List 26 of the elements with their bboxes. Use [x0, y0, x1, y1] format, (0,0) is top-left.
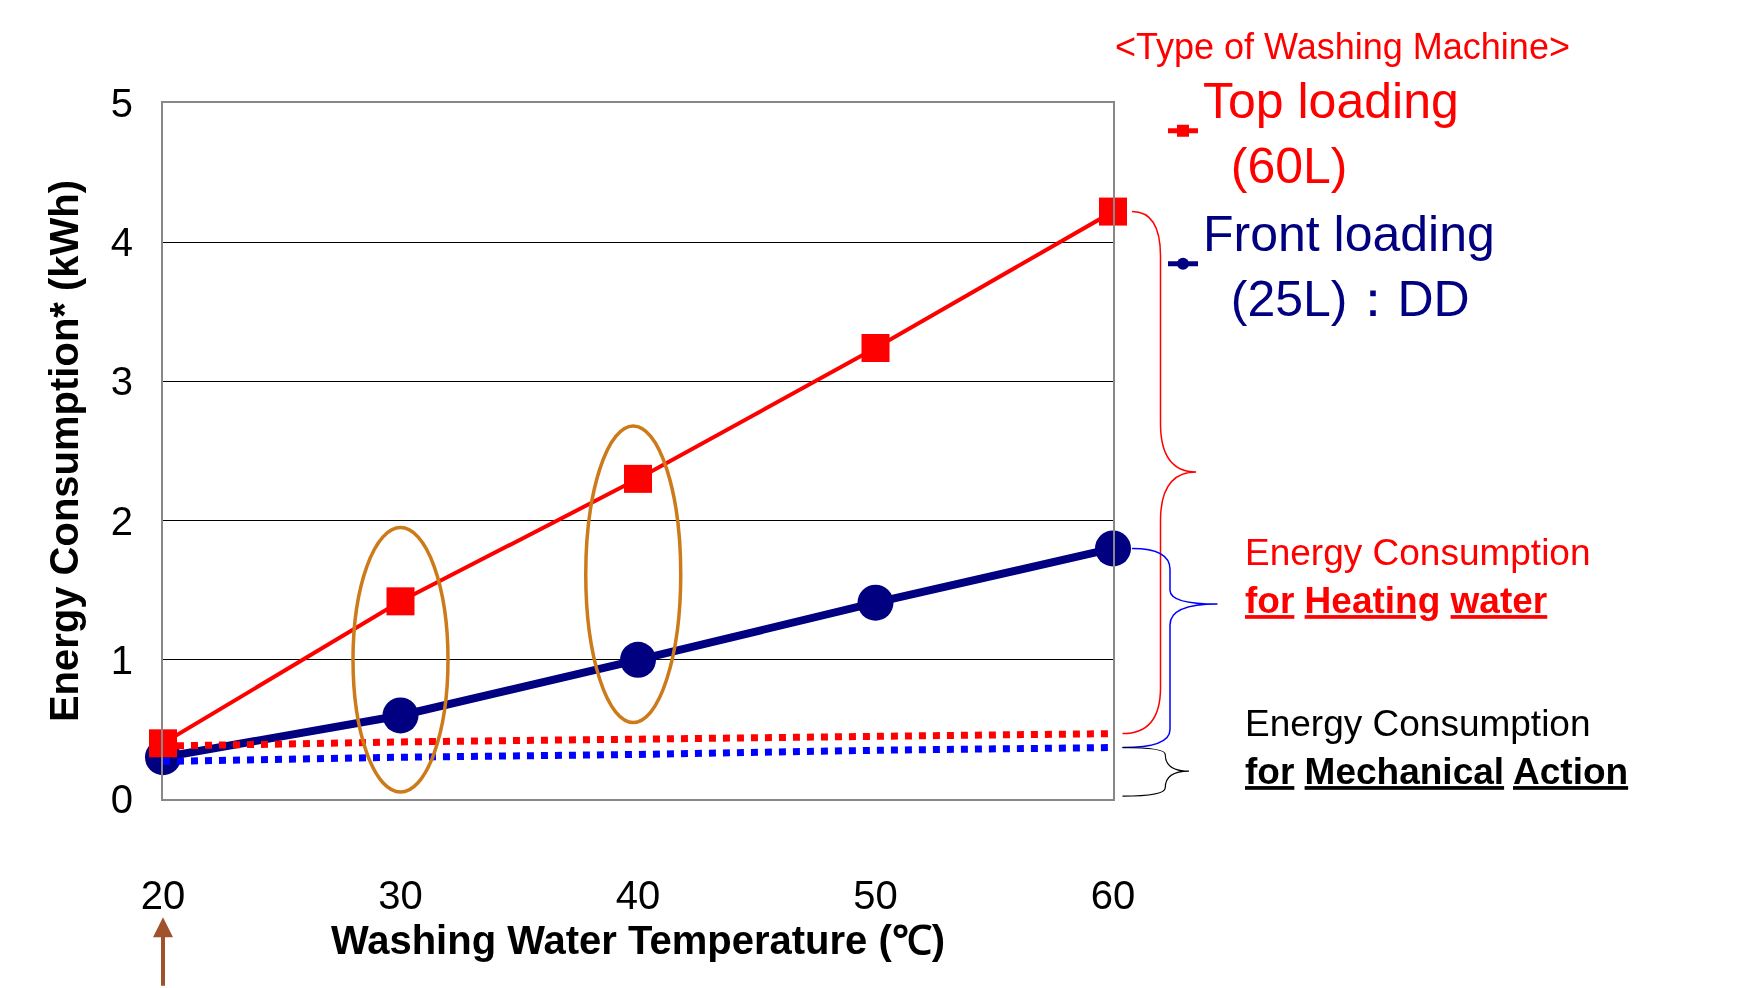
point — [857, 584, 894, 621]
x-tick-label: 50 — [853, 873, 898, 917]
point — [382, 697, 419, 734]
point — [861, 333, 890, 362]
x-tick-label: 40 — [615, 873, 661, 917]
point — [386, 587, 415, 616]
point — [1095, 530, 1131, 567]
legend-label: Top loading (60L) — [1203, 72, 1459, 194]
y-axis-title: Energy Consumption* (kWh) — [41, 179, 86, 723]
text: Energy Consumption for Heating water — [1245, 532, 1591, 622]
legend-title: <Type of Washing Machine> — [1115, 26, 1570, 68]
x-axis-title: Washing Water Temperature (℃) — [330, 918, 946, 962]
y-tick-label: 4 — [110, 220, 133, 265]
x-tick-label: 30 — [378, 873, 423, 917]
point — [1099, 197, 1127, 226]
x-tick-label: 20 — [140, 873, 186, 917]
y-tick-label: 3 — [110, 359, 133, 404]
point — [624, 464, 652, 493]
y-tick-label: 0 — [110, 777, 133, 821]
y-tick-label: 5 — [110, 81, 133, 125]
y-tick-label: 2 — [110, 498, 133, 543]
text: Energy Consumption for Mechanical Action — [1245, 703, 1629, 793]
y-tick-label: 1 — [110, 637, 133, 682]
x-tick-label: 60 — [1090, 873, 1136, 917]
point — [620, 641, 656, 678]
legend-label: Front loading (25L)：DD — [1203, 205, 1495, 327]
